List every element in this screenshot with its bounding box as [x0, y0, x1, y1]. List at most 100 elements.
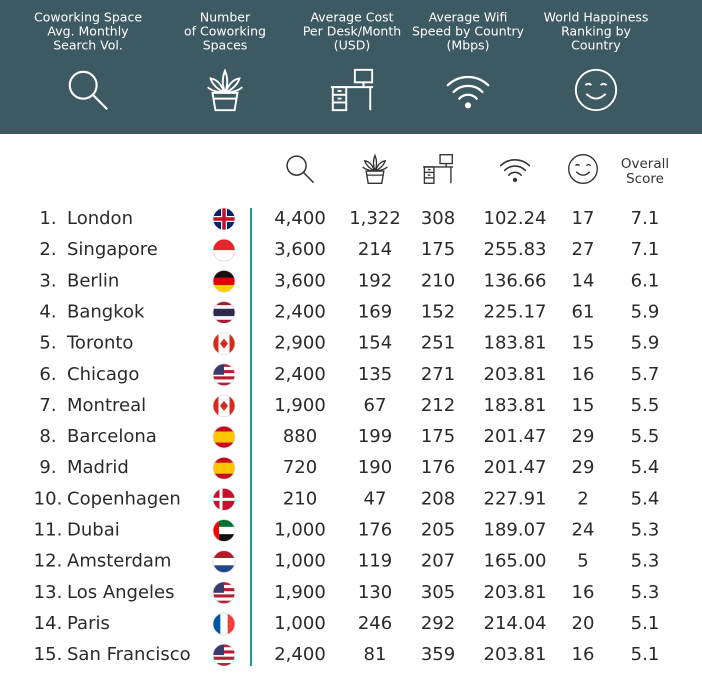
- cell: 175: [421, 239, 455, 260]
- rank: 13.: [34, 582, 63, 603]
- cell: 20: [572, 613, 595, 634]
- flag-part: [213, 534, 235, 542]
- flag-part: [213, 382, 235, 386]
- flag-part: [227, 612, 235, 635]
- flag-part: [213, 519, 219, 542]
- cell: 5.1: [631, 613, 660, 634]
- cell: 5.4: [631, 488, 660, 509]
- flag-part: [213, 468, 235, 474]
- flag: [213, 519, 235, 542]
- cell: 5.1: [631, 644, 660, 665]
- flag-part: [213, 659, 235, 664]
- city: Amsterdam: [67, 551, 171, 572]
- cell: 16: [572, 582, 595, 603]
- city: Madrid: [67, 457, 129, 478]
- cell: 214: [358, 239, 392, 260]
- cell: 201.47: [484, 457, 547, 478]
- column-icon: [499, 158, 531, 183]
- header-label: Number: [200, 10, 251, 25]
- flag-part: [213, 312, 235, 317]
- flag-part: [213, 376, 235, 380]
- cell: 2,400: [274, 364, 326, 385]
- city: Dubai: [67, 520, 120, 541]
- rank: 5.: [39, 333, 56, 354]
- cell: 5.3: [631, 582, 660, 603]
- cell: 225.17: [484, 301, 547, 322]
- cell: 212: [421, 395, 455, 416]
- cell: 176: [421, 457, 455, 478]
- cell: 305: [421, 582, 455, 603]
- cell: 16: [572, 364, 595, 385]
- header-band: [0, 0, 702, 134]
- flag: [213, 612, 235, 635]
- flag: [213, 426, 235, 449]
- flag-outline: [212, 519, 236, 542]
- flag-part: [213, 316, 235, 321]
- header-label: Speed by Country: [412, 24, 525, 39]
- header-label: Coworking Space: [34, 10, 142, 25]
- flag-part: [213, 550, 235, 559]
- flag-part: [213, 612, 221, 635]
- cell: 3,600: [274, 239, 326, 260]
- flag: [213, 363, 235, 386]
- cell: 165.00: [484, 551, 547, 572]
- cell: 14: [572, 270, 595, 291]
- flag-outline: [212, 425, 236, 449]
- cell: 5.9: [631, 333, 660, 354]
- cell: 152: [421, 301, 455, 322]
- cell: 81: [364, 644, 387, 665]
- rank: 9.: [39, 457, 56, 478]
- flag-part: [213, 656, 235, 661]
- flag-outline: [212, 394, 236, 418]
- cell: 308: [421, 208, 455, 229]
- rank: 12.: [34, 551, 63, 572]
- cell: 199: [358, 426, 392, 447]
- flag-outline: [212, 207, 236, 231]
- cell: 136.66: [484, 270, 547, 291]
- cell: 27: [572, 239, 595, 260]
- cell: 720: [283, 457, 317, 478]
- flag-part: [213, 653, 235, 657]
- flag: [213, 332, 235, 355]
- cell: 2,400: [274, 301, 326, 322]
- flag: [213, 581, 235, 604]
- flag-part: [213, 363, 224, 375]
- flag-outline: [212, 269, 236, 293]
- rank: 14.: [34, 613, 63, 634]
- cell: 24: [572, 520, 595, 541]
- flag-part: [213, 473, 235, 480]
- flag-part: [219, 488, 223, 511]
- header-label: Country: [571, 38, 621, 53]
- flag: [213, 550, 235, 573]
- cell: 3,600: [274, 270, 326, 291]
- flag-outline: [212, 550, 236, 574]
- cell: 251: [421, 333, 455, 354]
- cell: 1,900: [274, 395, 326, 416]
- cell: 210: [283, 488, 317, 509]
- cell: 175: [421, 426, 455, 447]
- header-label: Spaces: [203, 38, 248, 53]
- flag: [213, 239, 235, 262]
- header-label: of Coworking: [184, 24, 266, 39]
- rank: 10.: [34, 488, 63, 509]
- cell: 15: [572, 333, 595, 354]
- flag-part: [213, 308, 235, 313]
- rank: 6.: [39, 364, 56, 385]
- flag: [213, 457, 235, 480]
- flag-part: [222, 208, 226, 230]
- cell: 190: [358, 457, 392, 478]
- city: Barcelona: [67, 426, 157, 447]
- header-label: Ranking by: [561, 24, 631, 39]
- cell: 15: [572, 395, 595, 416]
- flag-part: [213, 594, 235, 598]
- city: Toronto: [66, 333, 133, 354]
- flag-outline: [212, 238, 236, 262]
- cell: 1,000: [274, 520, 326, 541]
- flag-part: [213, 644, 224, 656]
- header-label: World Happiness: [544, 10, 649, 25]
- city: Berlin: [67, 270, 119, 291]
- flag-part: [220, 400, 228, 411]
- city: San Francisco: [67, 644, 191, 665]
- cell: 227.91: [484, 488, 547, 509]
- flag-part: [213, 277, 235, 286]
